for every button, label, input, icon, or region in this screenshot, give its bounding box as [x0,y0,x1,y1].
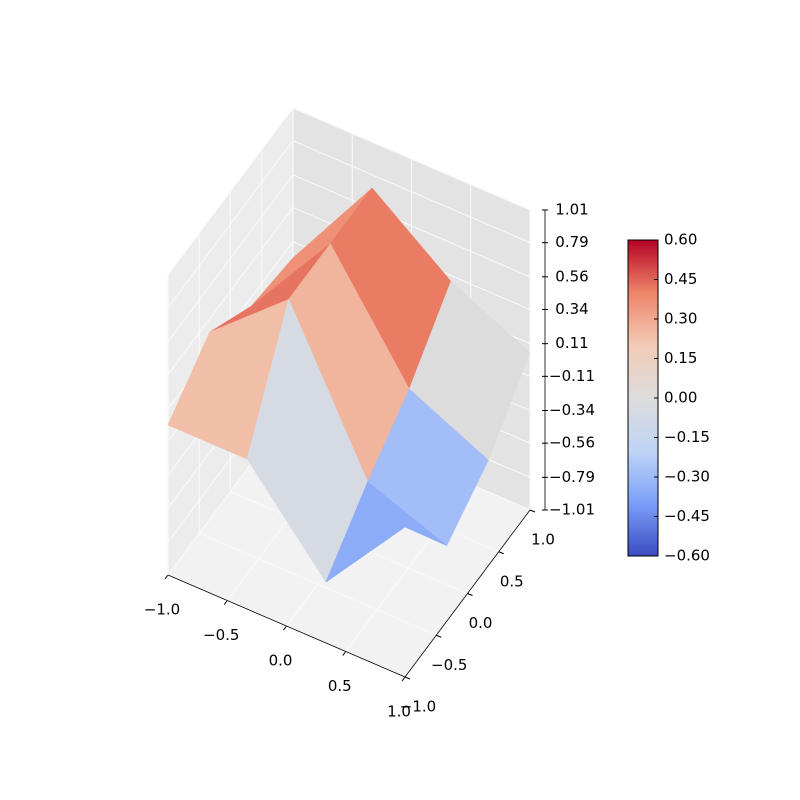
x-tick-label: −1.0 [144,601,180,619]
y-tick [404,676,411,680]
z-tick-label: −1.01 [549,501,595,519]
grid-line [167,107,294,276]
grid-line [292,174,531,278]
colorbar-tick-label: −0.45 [664,507,710,525]
y-tick-label: 0.0 [469,614,493,632]
grid-line [167,140,294,309]
x-tick-label: 0.0 [269,652,293,670]
axis-line [167,574,406,678]
grid-line [292,107,531,211]
axis-line [404,509,531,678]
x-tick [283,625,287,631]
y-tick-label: 0.5 [500,572,524,590]
z-tick-label: 0.11 [555,334,588,352]
colorbar-tick-label: 0.30 [664,310,697,328]
colorbar-tick-label: −0.30 [664,468,710,486]
colorbar-tick-label: 0.45 [664,270,697,288]
z-tick-label: −0.56 [549,434,595,452]
colorbar-tick-label: −0.60 [664,547,710,565]
x-tick [164,574,169,580]
colorbar [627,239,659,557]
z-tick-label: 0.56 [555,267,588,285]
grid-line [167,207,294,375]
x-tick [401,676,406,682]
surface-face [325,481,447,583]
z-tick-label: −0.79 [549,468,595,486]
x-tick [223,600,228,605]
x-tick-label: 1.0 [387,703,411,721]
colorbar-tick-label: 0.00 [664,389,697,407]
y-tick-label: −1.0 [400,698,436,716]
grid-line [167,174,294,343]
y-tick [467,593,473,596]
grid-line [292,140,531,244]
z-tick-label: −0.34 [549,401,595,419]
y-tick-label: −0.5 [431,656,467,674]
grid-line [199,532,437,636]
z-tick-label: 0.34 [555,300,588,318]
colorbar-tick-label: −0.15 [664,428,710,446]
colorbar-tick-label: 0.15 [664,349,697,367]
y-tick [498,551,504,555]
colorbar-tick-label: 0.60 [664,231,697,249]
y-tick-label: 1.0 [531,531,555,549]
z-tick-label: 0.79 [555,233,588,251]
y-tick [529,509,536,513]
x-tick-label: 0.5 [328,677,352,695]
z-tick-label: 1.01 [555,201,588,219]
x-tick-label: −0.5 [203,626,239,644]
x-tick [342,651,347,656]
z-tick-label: −0.11 [549,367,595,385]
y-tick [436,634,442,638]
